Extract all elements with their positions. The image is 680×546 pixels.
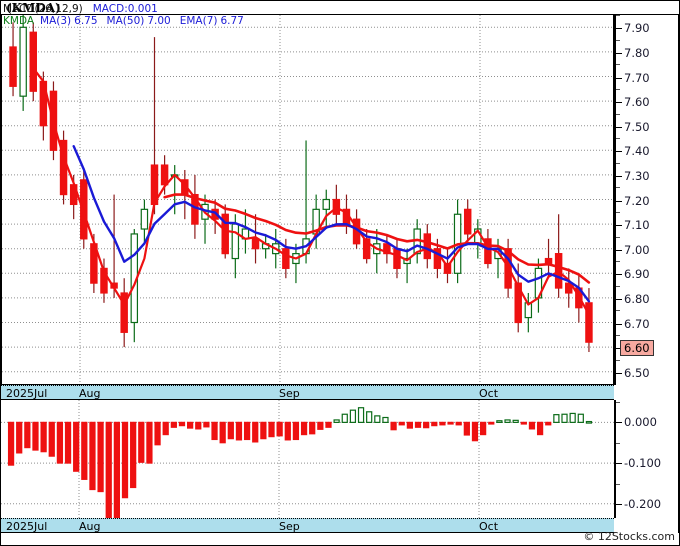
price-tick-minor: [616, 211, 620, 213]
price-tick-label: 7.00: [624, 242, 650, 257]
price-tick-minor: [616, 39, 620, 41]
date-axis-label: Sep: [279, 520, 300, 533]
price-axis-spine: [614, 15, 616, 385]
macd-axis-spine: [614, 400, 616, 518]
price-chart-canvas: [2, 15, 613, 384]
price-tick-minor: [616, 261, 620, 263]
price-tick-label: 7.90: [624, 21, 650, 36]
price-tick-label: 6.50: [624, 365, 650, 380]
price-tick: [616, 372, 622, 374]
macd-chart-canvas: [1, 400, 614, 518]
date-axis-label: Aug: [79, 387, 101, 400]
price-tick: [616, 225, 622, 227]
price-tick-minor: [616, 236, 620, 238]
macd-tick-minor: [616, 402, 620, 404]
price-tick-minor: [616, 334, 620, 336]
price-tick: [616, 298, 622, 300]
price-tick-label: 6.80: [624, 291, 650, 306]
price-tick-minor: [616, 64, 620, 66]
macd-legend: MACD(26,12,9) MACD:0.001: [3, 3, 158, 15]
price-tick-minor: [616, 138, 620, 140]
price-tick: [616, 28, 622, 30]
price-tick: [616, 52, 622, 54]
price-tick: [616, 126, 622, 128]
legend-ema7-label: EMA(7): [179, 15, 218, 27]
price-tick-label: 7.70: [624, 70, 650, 85]
price-tick-minor: [616, 15, 620, 17]
price-legend: KMDA MA(3) 6.75 MA(50) 7.00 EMA(7) 6.77: [3, 15, 253, 27]
price-chart-panel: [1, 14, 614, 385]
price-date-axis-gutter: [614, 385, 679, 400]
macd-axis: 0.000 -0.100 -0.200: [614, 400, 679, 518]
window-title: (KMDA): [6, 1, 61, 15]
price-tick: [616, 274, 622, 276]
date-axis-label: Sep: [279, 387, 300, 400]
price-tick-minor: [616, 359, 620, 361]
price-tick-minor: [616, 187, 620, 189]
price-tick-label: 7.30: [624, 168, 650, 183]
macd-tick-minor: [616, 443, 620, 445]
macd-date-axis: 2025Jul Aug Sep Oct: [1, 518, 614, 533]
title-bar: (KMDA): [1, 1, 679, 15]
price-axis: 7.90 7.80 7.70 7.60 7.50 7.40 7.30 7.20 7.10 7.00…: [614, 14, 679, 385]
price-tick: [616, 77, 622, 79]
legend-symbol: KMDA: [3, 15, 35, 27]
price-tick-label: 6.70: [624, 316, 650, 331]
macd-tick: [616, 503, 622, 505]
price-tick-label: 7.50: [624, 119, 650, 134]
attribution-footer: © 12Stocks.com: [583, 530, 675, 543]
date-axis-label: Oct: [479, 387, 499, 400]
macd-tick: [616, 463, 622, 465]
legend-ema7-value: 6.77: [220, 15, 244, 27]
legend-ma50-label: MA(50): [106, 15, 145, 27]
date-axis-label: Oct: [479, 520, 499, 533]
price-tick-label: 7.60: [624, 95, 650, 110]
price-tick-label: 6.90: [624, 267, 650, 282]
current-price-flag: 6.60: [620, 340, 654, 357]
price-tick-label: 7.40: [624, 144, 650, 159]
legend-ma3-value: 6.75: [74, 15, 98, 27]
price-tick-label: 7.20: [624, 193, 650, 208]
macd-params-label: MACD(26,12,9): [3, 3, 83, 15]
legend-ma3-label: MA(3): [40, 15, 72, 27]
macd-tick-label: -0.100: [624, 456, 662, 471]
macd-date-axis-gutter: [614, 518, 679, 533]
macd-value-label: MACD:0.001: [92, 3, 158, 15]
price-tick-label: 7.80: [624, 45, 650, 60]
price-tick: [616, 200, 622, 202]
date-axis-label: Aug: [79, 520, 101, 533]
price-tick: [616, 175, 622, 177]
macd-tick-minor: [616, 483, 620, 485]
price-tick: [616, 151, 622, 153]
price-tick: [616, 249, 622, 251]
date-axis-label: 2025Jul: [6, 387, 48, 400]
price-tick: [616, 323, 622, 325]
price-tick: [616, 102, 622, 104]
price-tick: [616, 348, 622, 350]
price-tick-minor: [616, 88, 620, 90]
macd-chart-panel: [1, 400, 614, 518]
macd-tick: [616, 422, 622, 424]
price-tick-label: 7.10: [624, 218, 650, 233]
macd-tick-label: 0.000: [624, 415, 657, 430]
date-axis-label: 2025Jul: [6, 520, 48, 533]
price-tick-minor: [616, 162, 620, 164]
macd-tick-label: -0.200: [624, 496, 662, 511]
price-tick-minor: [616, 113, 620, 115]
price-date-axis: 2025Jul Aug Sep Oct: [1, 385, 614, 400]
price-tick-minor: [616, 310, 620, 312]
price-tick-minor: [616, 285, 620, 287]
legend-ma50-value: 7.00: [147, 15, 171, 27]
